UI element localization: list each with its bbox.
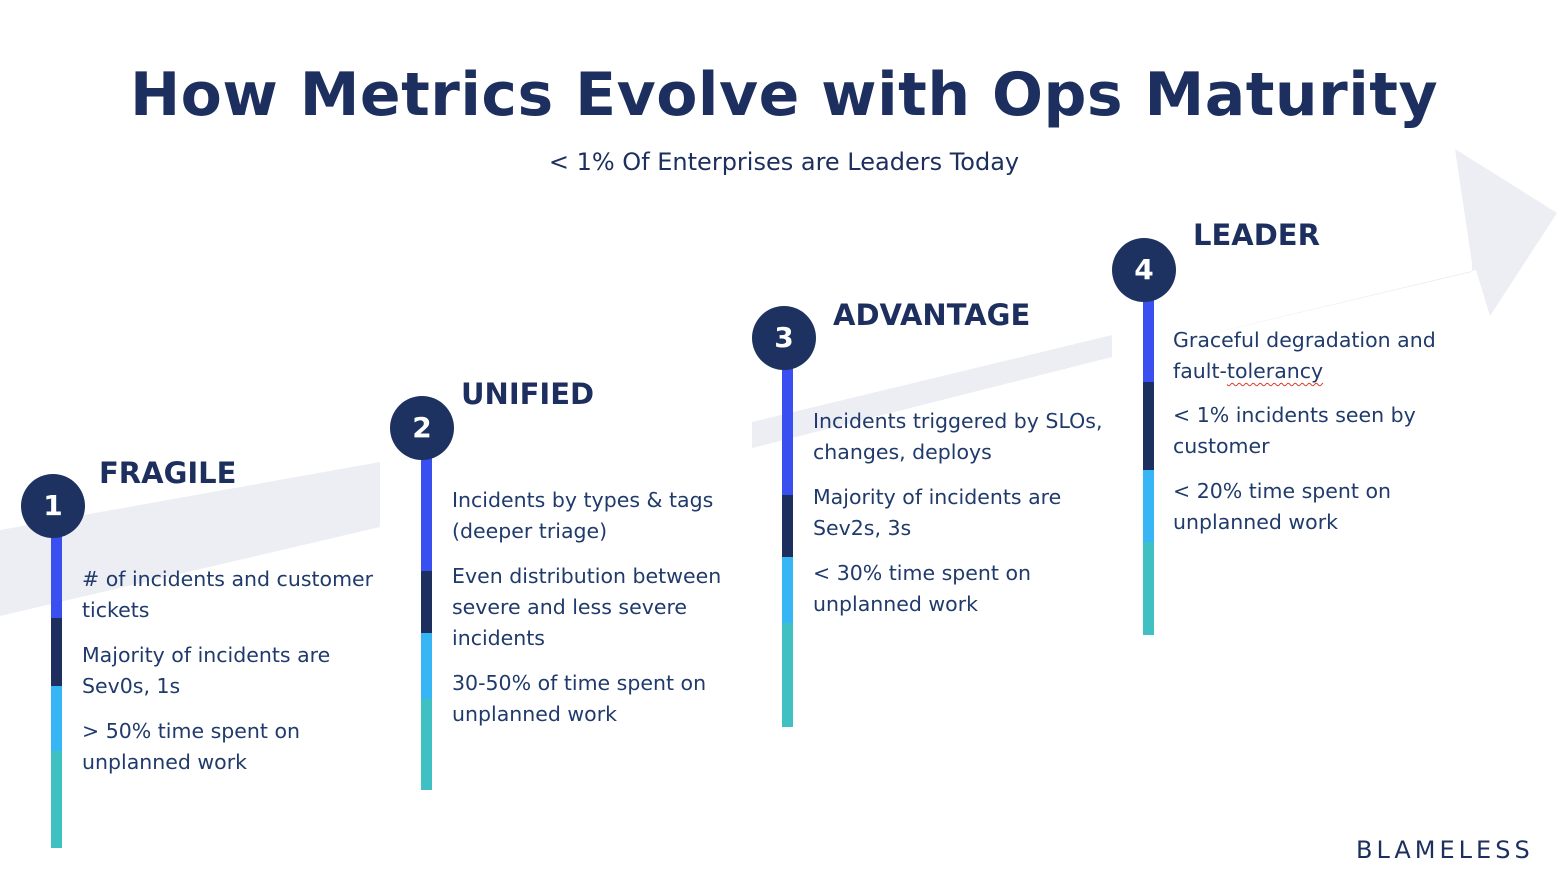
stage-2-number-badge: 2 <box>390 396 454 460</box>
stage-3-metric-3: < 30% time spent on unplanned work <box>813 561 1031 616</box>
stage-3-metric-1: Incidents triggered by SLOs, changes, de… <box>813 409 1103 464</box>
page-subtitle: < 1% Of Enterprises are Leaders Today <box>548 148 1020 176</box>
stage-2-metric-2: Even distribution between severe and les… <box>452 564 722 650</box>
stage-2-metric-3: 30-50% of time spent on unplanned work <box>452 671 707 726</box>
stage-4-metric-1: Graceful degradation and fault-tolerancy <box>1173 325 1473 387</box>
stage-1-metric-3: > 50% time spent on unplanned work <box>82 719 300 774</box>
stage-3-name: ADVANTAGE <box>833 298 1031 332</box>
spellcheck-underlined-word: tolerancy <box>1226 359 1324 383</box>
stage-1-name: FRAGILE <box>99 456 237 490</box>
stage-1-metric-2: Majority of incidents are Sev0s, 1s <box>82 643 331 698</box>
page-title: How Metrics Evolve with Ops Maturity <box>129 60 1439 130</box>
stage-2-metric-1: Incidents by types & tags (deeper triage… <box>452 488 714 543</box>
stage-4-metric-3: < 20% time spent on unplanned work <box>1173 479 1391 534</box>
stage-3-metric-2: Majority of incidents are Sev2s, 3s <box>813 485 1062 540</box>
stage-1-metric-1: # of incidents and customer tickets <box>82 567 374 622</box>
stage-1-color-bar <box>51 534 62 848</box>
blameless-logo: BLAMELESS <box>1356 836 1534 864</box>
stage-2-color-bar <box>421 456 432 790</box>
stage-3-color-bar <box>782 366 793 727</box>
stage-4-name: LEADER <box>1193 218 1320 252</box>
stage-4-metric-2: < 1% incidents seen by customer <box>1173 403 1416 458</box>
stage-4-number-badge: 4 <box>1112 238 1176 302</box>
stage-1-number-badge: 1 <box>21 474 85 538</box>
stage-2-name: UNIFIED <box>461 377 595 411</box>
stage-4-metric-1-text: Graceful degradation and fault- <box>1173 328 1436 383</box>
stage-3-number-badge: 3 <box>752 306 816 370</box>
stage-4-color-bar <box>1143 296 1154 635</box>
